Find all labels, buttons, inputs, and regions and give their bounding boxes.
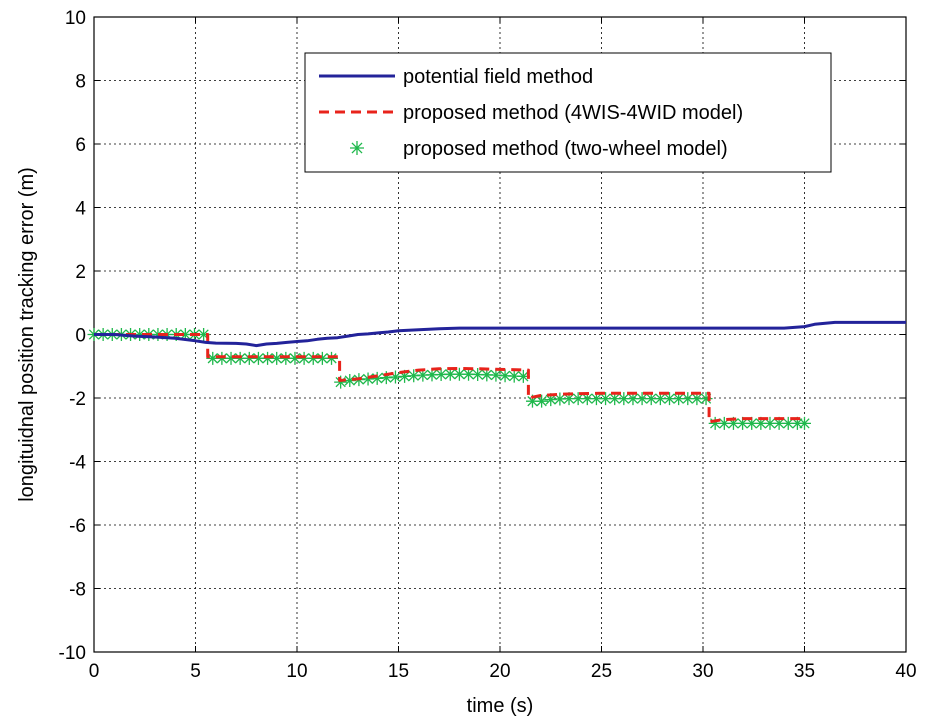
- y-tick-label: 0: [75, 326, 86, 347]
- x-tick-label: 30: [692, 661, 713, 682]
- x-tick-label: 5: [190, 661, 201, 682]
- x-tick-label: 10: [286, 661, 307, 682]
- x-tick-label: 25: [591, 661, 612, 682]
- y-tick-label: 4: [75, 199, 86, 220]
- y-tick-label: -6: [69, 516, 86, 537]
- y-tick-label: -4: [69, 453, 86, 474]
- x-axis-label: time (s): [467, 695, 534, 717]
- y-tick-label: -10: [59, 643, 86, 664]
- y-tick-label: 6: [75, 135, 86, 156]
- legend-marker: [350, 141, 364, 155]
- x-tick-label: 0: [89, 661, 100, 682]
- legend-label: potential field method: [403, 66, 593, 88]
- x-tick-label: 40: [895, 661, 916, 682]
- y-axis-label: longituidnal position tracking error (m): [16, 167, 38, 502]
- legend-label: proposed method (4WIS-4WID model): [403, 102, 743, 124]
- y-tick-label: -8: [69, 580, 86, 601]
- data-point: [325, 352, 338, 365]
- y-tick-label: 2: [75, 262, 86, 283]
- x-tick-label: 20: [489, 661, 510, 682]
- y-tick-label: -2: [69, 389, 86, 410]
- legend-label: proposed method (two-wheel model): [403, 138, 728, 160]
- legend: potential field method proposed method (4…: [305, 53, 831, 172]
- y-tick-label: 8: [75, 72, 86, 93]
- x-tick-label: 35: [794, 661, 815, 682]
- x-tick-label: 15: [388, 661, 409, 682]
- y-tick-label: 10: [65, 8, 86, 29]
